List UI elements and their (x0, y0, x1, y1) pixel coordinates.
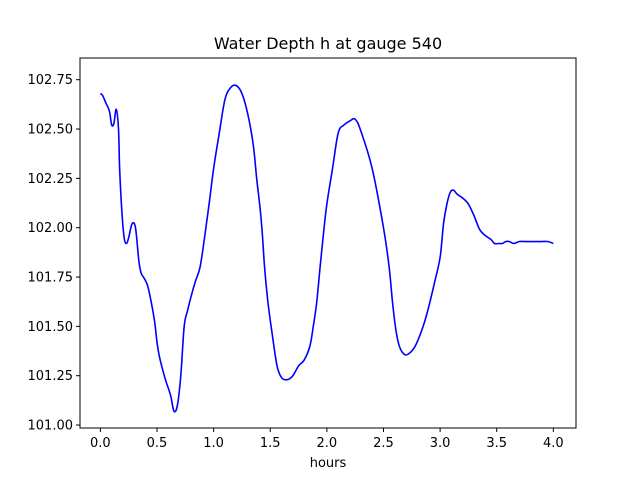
x-tick-label: 1.0 (203, 436, 224, 451)
chart-title: Water Depth h at gauge 540 (214, 34, 442, 53)
series-line (99, 84, 554, 413)
y-tick-label: 101.50 (28, 320, 74, 335)
y-axis-ticks: 101.00 101.25 101.50 101.75 102.00 102.25 102.… (28, 73, 80, 434)
y-tick-label: 102.75 (28, 73, 74, 88)
y-tick-label: 102.25 (28, 172, 74, 187)
x-tick-label: 4.0 (543, 436, 564, 451)
x-tick-label: 3.5 (486, 436, 507, 451)
x-tick-label: 1.5 (260, 436, 281, 451)
y-tick-label: 102.00 (28, 221, 74, 236)
y-tick-label: 102.50 (28, 123, 74, 138)
x-tick-label: 2.5 (373, 436, 394, 451)
y-tick-label: 101.00 (28, 419, 74, 434)
x-tick-label: 3.0 (430, 436, 451, 451)
y-tick-label: 101.75 (28, 271, 74, 286)
x-tick-label: 0.5 (147, 436, 168, 451)
y-tick-label: 101.25 (28, 369, 74, 384)
x-axis-ticks: 0.0 0.5 1.0 1.5 2.0 2.5 3.0 3.5 4.0 (90, 428, 564, 451)
x-tick-label: 0.0 (90, 436, 111, 451)
x-tick-label: 2.0 (317, 436, 338, 451)
axes-frame (79, 57, 577, 429)
x-axis-label: hours (310, 456, 347, 471)
plot-area (99, 84, 554, 413)
